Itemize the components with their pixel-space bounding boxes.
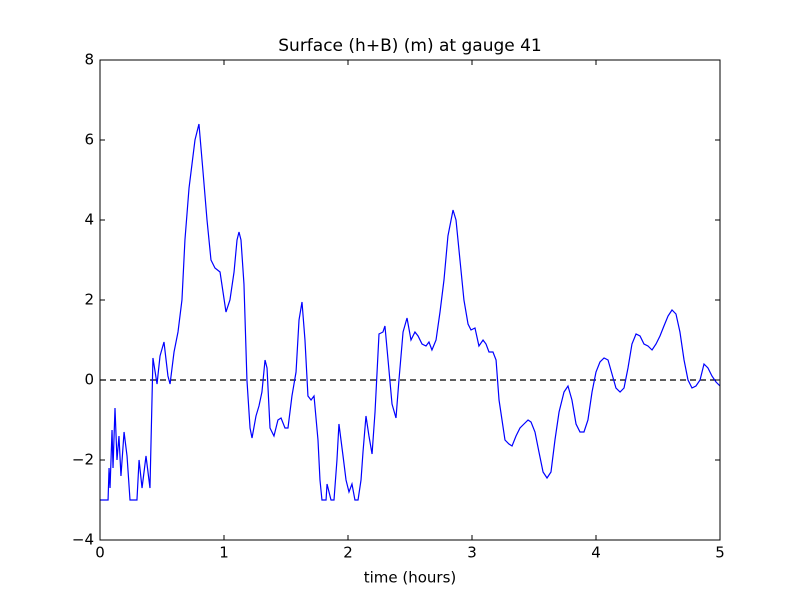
x-tick-label: 5 [715,544,725,562]
y-tick-label: 6 [84,131,94,149]
chart-title: Surface (h+B) (m) at gauge 41 [278,36,542,56]
x-tick-label: 1 [219,544,229,562]
y-tick-label: 8 [84,51,94,69]
y-tick-label: −2 [72,451,94,469]
x-tick-label: 4 [591,544,601,562]
x-axis-label: time (hours) [364,569,457,587]
x-tick-label: 2 [343,544,353,562]
y-tick-label: −4 [72,531,94,549]
x-tick-label: 0 [95,544,105,562]
y-tick-label: 2 [84,291,94,309]
data-line [100,123,721,501]
y-tick-label: 4 [84,211,94,229]
x-tick-label: 3 [467,544,477,562]
y-tick-label: 0 [84,371,94,389]
